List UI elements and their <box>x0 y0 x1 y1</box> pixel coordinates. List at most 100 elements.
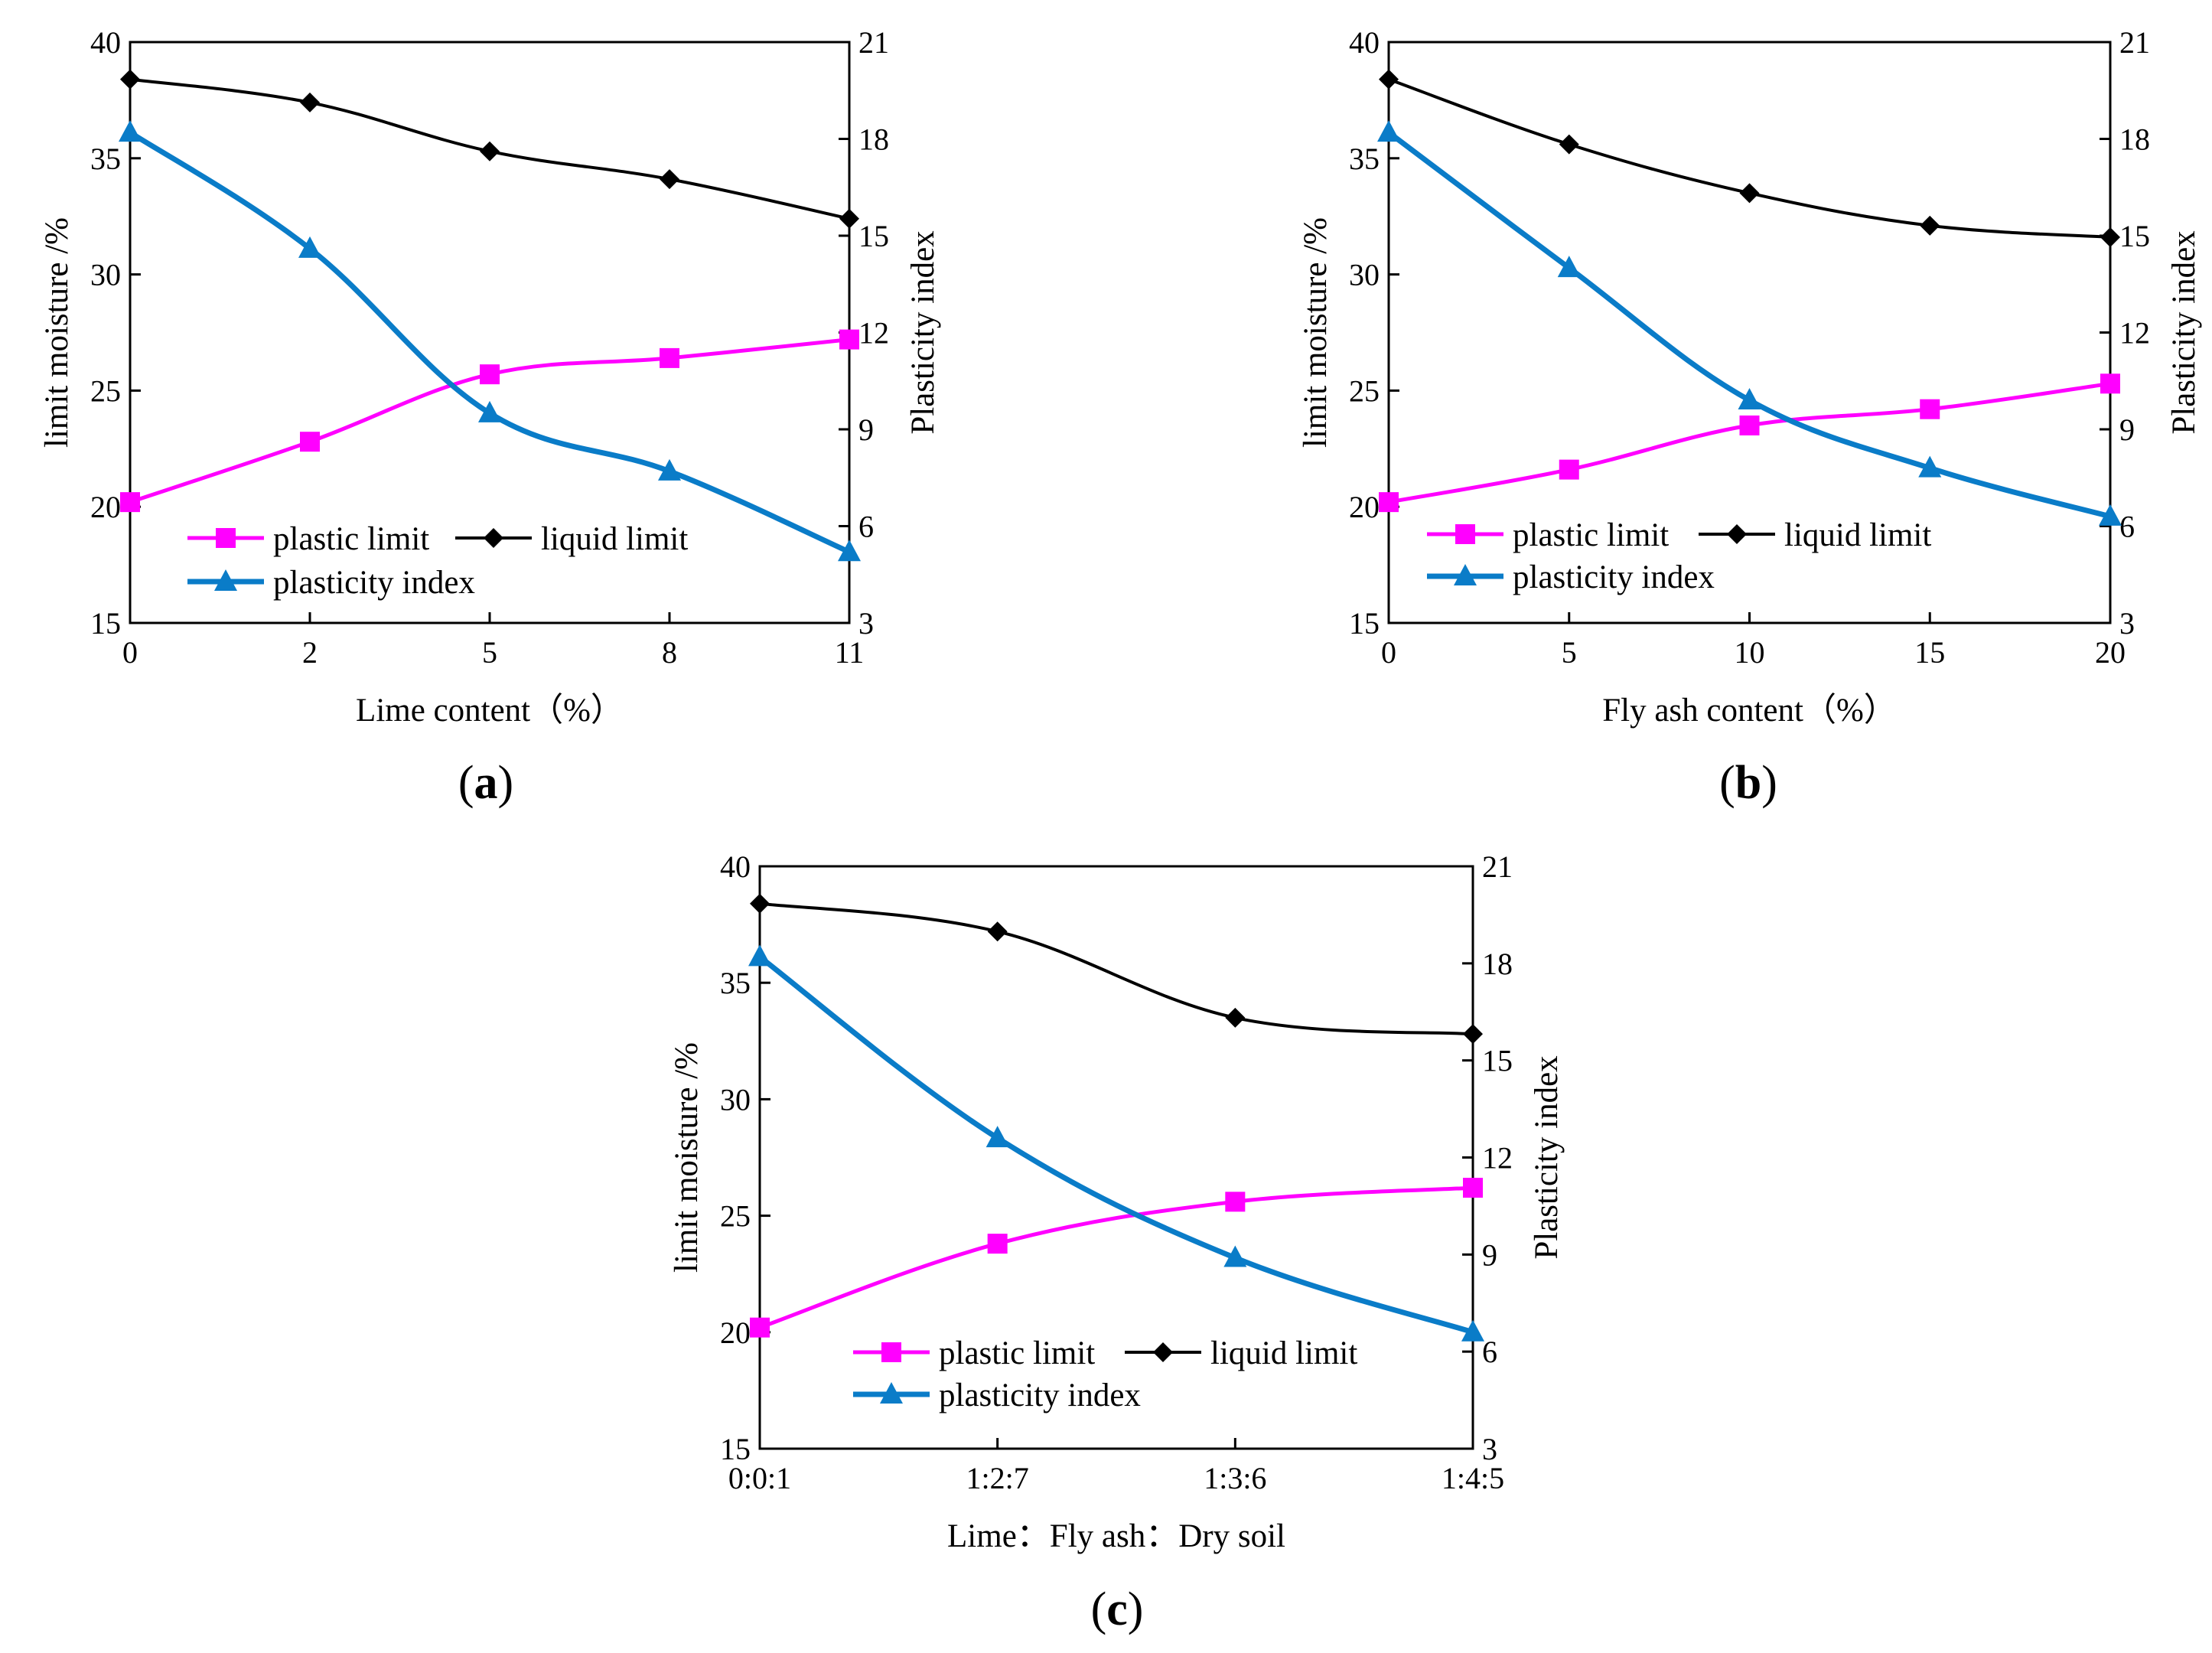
liquid-limit-marker <box>1559 134 1579 155</box>
x-axis-title: Lime：Fly ash：Dry soil <box>947 1518 1285 1554</box>
legend-plasticity-index-marker <box>214 569 237 591</box>
legend-plastic-limit-label: plastic limit <box>1513 517 1669 553</box>
left-y-axis-title: limit moisture /% <box>1298 217 1334 448</box>
right-y-tick-label: 18 <box>858 122 889 157</box>
liquid-limit-marker <box>750 893 770 914</box>
liquid-limit-marker <box>300 92 320 112</box>
liquid-limit-marker <box>987 921 1008 942</box>
legend-plasticity-index-marker <box>880 1382 903 1404</box>
plot-area-frame <box>758 865 1474 1450</box>
right-y-tick-label: 15 <box>858 219 889 253</box>
left-y-tick-label: 40 <box>1349 25 1380 60</box>
x-axis-title: Lime content（%） <box>356 693 624 729</box>
legend-plasticity-index-label: plasticity index <box>273 565 475 601</box>
liquid-limit-marker <box>480 141 500 161</box>
left-y-tick-label: 35 <box>90 142 121 176</box>
plasticity-index-marker <box>838 540 861 562</box>
left-y-tick-label: 25 <box>90 373 121 408</box>
liquid-limit-marker <box>839 208 859 229</box>
legend-plastic-limit-label: plastic limit <box>939 1335 1095 1371</box>
legend-plastic-limit-label: plastic limit <box>273 521 429 557</box>
x-tick-label: 20 <box>2095 635 2126 670</box>
liquid-limit-marker <box>1739 183 1760 204</box>
legend-liquid-limit-marker <box>1153 1342 1173 1362</box>
right-y-tick-label: 12 <box>1482 1141 1513 1175</box>
right-y-axis-title: Plasticity index <box>905 230 941 434</box>
right-y-tick-label: 12 <box>2119 316 2150 350</box>
left-y-tick-label: 30 <box>90 258 121 292</box>
plasticity-index-marker <box>1461 1319 1484 1342</box>
right-y-axis-title: Plasticity index <box>2166 230 2202 434</box>
right-y-tick-label: 3 <box>1482 1432 1497 1466</box>
plastic-limit-marker <box>1920 399 1940 419</box>
legend-liquid-limit-marker <box>1727 524 1747 544</box>
liquid-limit-marker <box>2100 227 2120 248</box>
liquid-limit-line <box>758 901 1474 1036</box>
right-y-axis-title: Plasticity index <box>1529 1055 1565 1259</box>
plastic-limit-marker <box>1379 492 1399 513</box>
x-tick-label: 1:2:7 <box>966 1461 1029 1495</box>
left-y-tick-label: 40 <box>90 25 121 60</box>
legend-liquid-limit-marker <box>484 528 503 548</box>
plasticity-index-marker <box>1377 120 1400 142</box>
x-tick-label: 15 <box>1914 635 1945 670</box>
plastic-limit-marker <box>987 1234 1008 1254</box>
x-tick-label: 1:3:6 <box>1204 1461 1266 1495</box>
left-y-tick-label: 25 <box>1349 373 1380 408</box>
plastic-limit-marker <box>660 347 679 368</box>
x-tick-label: 0 <box>122 635 138 670</box>
x-tick-label: 2 <box>302 635 318 670</box>
legend-plasticity-index-label: plasticity index <box>1513 559 1715 595</box>
x-tick-label: 10 <box>1735 635 1765 670</box>
right-y-tick-label: 18 <box>2119 122 2150 157</box>
right-y-tick-label: 15 <box>1482 1044 1513 1078</box>
right-y-tick-label: 6 <box>2119 510 2135 544</box>
plasticity-index-marker <box>119 120 142 142</box>
legend-plastic-limit-marker <box>216 528 236 548</box>
plasticity-index-marker <box>298 236 321 258</box>
right-y-tick-label: 9 <box>1482 1237 1497 1272</box>
legend-liquid-limit-label: liquid limit <box>1210 1335 1357 1371</box>
right-y-tick-label: 3 <box>858 606 874 641</box>
legend-plastic-limit-marker <box>1455 524 1475 544</box>
left-y-tick-label: 30 <box>1349 258 1380 292</box>
plastic-limit-marker <box>2100 373 2120 394</box>
plasticity-index-line <box>1386 129 2113 520</box>
plasticity-index-marker <box>748 944 771 967</box>
right-y-tick-label: 6 <box>858 510 874 544</box>
chart-panel-b: 0 5 10 15 20 15 20 25 30 35 40 3 6 9 12 15 18 21 Fly ash c… <box>1298 25 2202 809</box>
left-y-tick-label: 35 <box>1349 142 1380 176</box>
plasticity-index-line <box>757 954 1476 1335</box>
plastic-limit-marker <box>1739 415 1760 435</box>
plastic-limit-marker <box>1559 459 1579 480</box>
right-y-tick-label: 9 <box>2119 412 2135 447</box>
plastic-limit-marker <box>1225 1192 1246 1212</box>
panel-label: (c) <box>1091 1583 1144 1635</box>
legend-plastic-limit-marker <box>881 1342 901 1362</box>
right-y-tick-label: 18 <box>1482 947 1513 981</box>
liquid-limit-marker <box>1379 69 1399 90</box>
plastic-limit-marker <box>1463 1178 1483 1198</box>
left-y-tick-label: 35 <box>720 966 751 1000</box>
chart-panel-c: 0:0:1 1:2:7 1:3:6 1:4:5 15 20 25 30 35 40 3 6 9 12 15 1… <box>669 849 1565 1635</box>
liquid-limit-marker <box>1463 1024 1483 1045</box>
right-y-tick-label: 21 <box>858 25 889 60</box>
plastic-limit-marker <box>480 364 500 385</box>
x-tick-label: 11 <box>835 635 865 670</box>
left-y-axis-title: limit moisture /% <box>39 217 75 448</box>
right-y-tick-label: 21 <box>1482 849 1513 884</box>
x-tick-label: 0:0:1 <box>728 1461 791 1495</box>
plastic-limit-marker <box>750 1317 770 1338</box>
right-y-tick-label: 3 <box>2119 606 2135 641</box>
plasticity-index-marker <box>2099 504 2122 526</box>
left-y-tick-label: 20 <box>90 490 121 524</box>
plastic-limit-marker <box>120 492 140 513</box>
x-axis-title: Fly ash content（%） <box>1602 693 1897 729</box>
liquid-limit-marker <box>1920 215 1940 236</box>
plasticity-index-marker <box>1223 1245 1247 1267</box>
plasticity-index-marker <box>985 1126 1009 1148</box>
panel-label: (b) <box>1719 757 1777 809</box>
plasticity-index-marker <box>1918 455 1942 478</box>
liquid-limit-marker <box>660 169 679 190</box>
plastic-limit-line <box>757 1185 1475 1330</box>
